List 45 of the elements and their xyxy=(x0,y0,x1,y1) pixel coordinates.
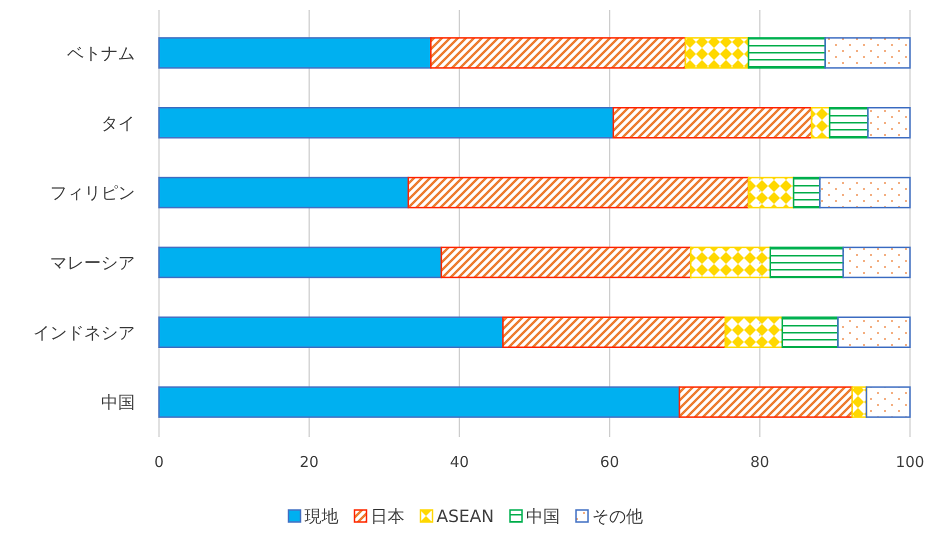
x-tick-label: 20 xyxy=(300,453,319,471)
bar xyxy=(430,37,686,69)
x-tick-label: 0 xyxy=(154,453,164,471)
legend-label: 現地 xyxy=(304,507,338,527)
bar xyxy=(792,176,821,208)
bar xyxy=(810,106,830,139)
bar xyxy=(158,386,680,418)
bar xyxy=(158,316,504,348)
bar xyxy=(690,246,772,278)
bar xyxy=(158,176,410,208)
y-tick-label: ベトナム xyxy=(67,44,135,64)
y-tick-label: 中国 xyxy=(101,393,135,414)
x-tick-label: 80 xyxy=(750,453,770,471)
x-tick-label: 60 xyxy=(600,453,620,471)
legend-label: 日本 xyxy=(370,507,404,527)
bar xyxy=(748,176,794,208)
bar xyxy=(684,37,750,69)
bar xyxy=(408,176,750,208)
legend-label: その他 xyxy=(592,507,644,527)
y-tick-label: マレーシア xyxy=(50,253,135,274)
bar xyxy=(502,316,726,348)
legend-label: ASEAN xyxy=(436,507,494,527)
bar xyxy=(158,37,432,69)
bar xyxy=(158,106,614,139)
bar xyxy=(770,246,844,278)
bar xyxy=(782,316,839,348)
bar xyxy=(440,246,692,278)
bar xyxy=(678,386,853,418)
legend-label: 中国 xyxy=(526,507,560,527)
bar xyxy=(819,176,911,208)
bar xyxy=(158,246,442,278)
bar xyxy=(837,316,911,348)
bar xyxy=(724,316,784,348)
y-tick-label: フィリピン xyxy=(50,184,135,204)
bar xyxy=(748,37,826,69)
bar xyxy=(866,386,911,418)
bar xyxy=(612,106,812,139)
bar xyxy=(867,106,911,139)
y-tick-label: タイ xyxy=(101,114,135,134)
x-tick-label: 100 xyxy=(896,453,924,471)
bar xyxy=(828,106,869,139)
x-tick-label: 40 xyxy=(450,453,469,471)
bar xyxy=(842,246,911,278)
y-tick-label: インドネシア xyxy=(33,323,135,344)
bar xyxy=(824,37,911,69)
